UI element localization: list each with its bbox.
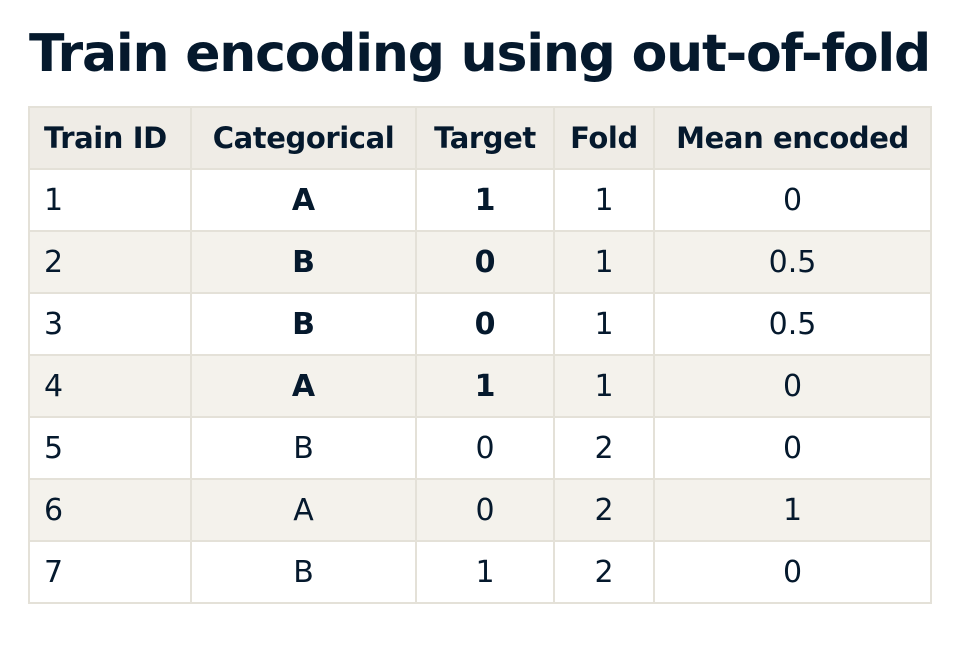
header-train-id: Train ID [28, 106, 192, 170]
cell-target: 1 [415, 168, 555, 232]
cell-fold: 1 [553, 354, 655, 418]
cell-train-id: 4 [28, 354, 192, 418]
table-row: 4 A 1 1 0 [28, 354, 932, 418]
cell-train-id: 1 [28, 168, 192, 232]
table-row: 2 B 0 1 0.5 [28, 230, 932, 294]
cell-categorical: B [190, 292, 417, 356]
cell-mean-encoded: 1 [653, 478, 932, 542]
cell-categorical: B [190, 230, 417, 294]
cell-mean-encoded: 0 [653, 168, 932, 232]
table-row: 7 B 1 2 0 [28, 540, 932, 604]
cell-train-id: 3 [28, 292, 192, 356]
cell-fold: 2 [553, 478, 655, 542]
cell-train-id: 2 [28, 230, 192, 294]
cell-fold: 2 [553, 416, 655, 480]
table-body: 1 A 1 1 0 2 B 0 1 0.5 3 B 0 1 0.5 4 A 1 … [28, 168, 932, 604]
cell-target: 1 [415, 354, 555, 418]
cell-fold: 1 [553, 292, 655, 356]
cell-train-id: 6 [28, 478, 192, 542]
cell-mean-encoded: 0 [653, 416, 932, 480]
cell-categorical: B [190, 416, 417, 480]
cell-mean-encoded: 0.5 [653, 230, 932, 294]
cell-categorical: A [190, 168, 417, 232]
header-fold: Fold [553, 106, 655, 170]
cell-mean-encoded: 0 [653, 354, 932, 418]
page-title: Train encoding using out-of-fold [29, 24, 931, 84]
cell-fold: 1 [553, 168, 655, 232]
cell-categorical: A [190, 478, 417, 542]
table-row: 5 B 0 2 0 [28, 416, 932, 480]
header-mean-encoded: Mean encoded [653, 106, 932, 170]
cell-mean-encoded: 0 [653, 540, 932, 604]
table-row: 1 A 1 1 0 [28, 168, 932, 232]
cell-target: 0 [415, 292, 555, 356]
cell-target: 1 [415, 540, 555, 604]
cell-target: 0 [415, 416, 555, 480]
cell-categorical: B [190, 540, 417, 604]
cell-categorical: A [190, 354, 417, 418]
cell-target: 0 [415, 230, 555, 294]
cell-train-id: 5 [28, 416, 192, 480]
cell-fold: 2 [553, 540, 655, 604]
cell-mean-encoded: 0.5 [653, 292, 932, 356]
cell-target: 0 [415, 478, 555, 542]
table-row: 3 B 0 1 0.5 [28, 292, 932, 356]
header-categorical: Categorical [190, 106, 417, 170]
table-row: 6 A 0 2 1 [28, 478, 932, 542]
table-header-row: Train ID Categorical Target Fold Mean en… [28, 106, 932, 170]
header-target: Target [415, 106, 555, 170]
cell-train-id: 7 [28, 540, 192, 604]
encoding-table: Train ID Categorical Target Fold Mean en… [28, 106, 932, 604]
cell-fold: 1 [553, 230, 655, 294]
